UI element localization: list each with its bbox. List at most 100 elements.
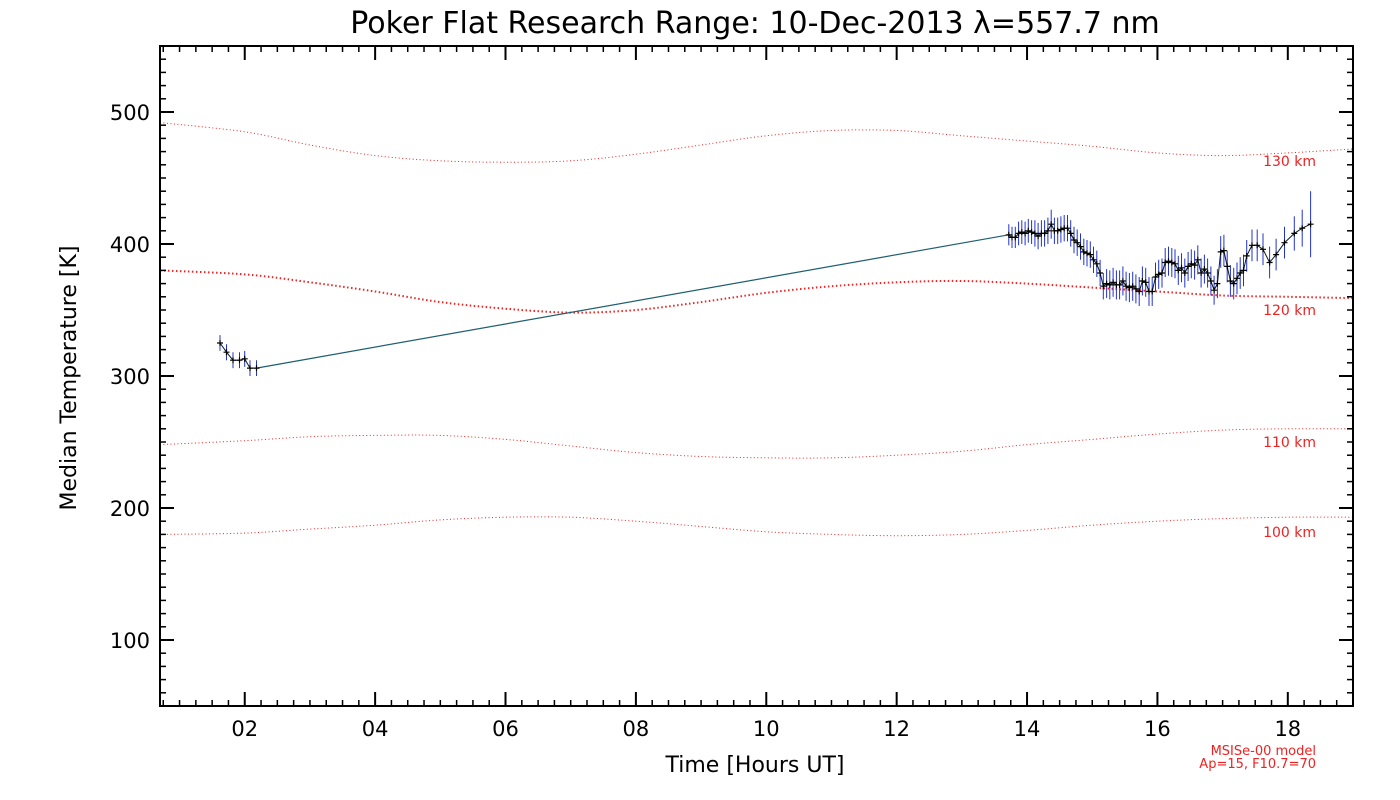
- data-point: [1018, 229, 1025, 236]
- x-tick-label: 06: [492, 717, 519, 741]
- model-curves-layer: 130 km 120 km 110 km 100 km: [159, 122, 1354, 541]
- y-tick-label: 400: [110, 233, 150, 257]
- data-point: [1041, 230, 1048, 237]
- data-point: [1188, 260, 1195, 267]
- data-point: [1044, 227, 1051, 234]
- x-tick-label: 14: [1014, 717, 1041, 741]
- data-point: [1191, 262, 1198, 269]
- model-curve-130-km: [159, 122, 1354, 163]
- data-point: [1273, 251, 1280, 258]
- data-point: [1178, 264, 1185, 271]
- x-tick-label: 16: [1144, 717, 1171, 741]
- temperature-series-line: [219, 223, 1311, 369]
- data-point: [1162, 259, 1169, 266]
- data-point: [1207, 278, 1214, 284]
- data-point: [223, 349, 230, 356]
- data-point: [1077, 243, 1084, 250]
- data-point: [1237, 270, 1244, 276]
- data-point: [1139, 278, 1146, 284]
- data-point: [1116, 281, 1123, 288]
- data-point: [1307, 221, 1314, 228]
- data-point: [236, 357, 243, 364]
- data-point: [1214, 280, 1221, 287]
- data-point: [1119, 278, 1126, 284]
- data-point: [1201, 266, 1208, 273]
- data-point: [1198, 270, 1205, 276]
- data-point: [1175, 267, 1182, 274]
- data-point: [1249, 242, 1255, 249]
- model-label-110-km: 110 km: [1263, 435, 1316, 451]
- data-point: [1194, 256, 1201, 263]
- data-point: [1227, 278, 1234, 284]
- data-gap-connector: [256, 234, 1009, 369]
- x-tick-label: 12: [883, 717, 910, 741]
- data-point: [1281, 239, 1288, 246]
- data-point: [230, 357, 236, 364]
- data-point: [1031, 230, 1038, 237]
- data-point: [1260, 246, 1266, 253]
- data-point: [1220, 247, 1227, 254]
- data-point: [1048, 221, 1055, 228]
- data-point: [1181, 270, 1188, 276]
- data-point: [1106, 281, 1113, 288]
- data-point: [1015, 230, 1022, 237]
- data-point: [1185, 263, 1192, 270]
- data-point: [217, 340, 223, 346]
- data-point: [1005, 231, 1012, 238]
- model-curve-120-km: [159, 269, 1354, 314]
- data-point: [1035, 233, 1042, 240]
- data-point: [1230, 280, 1237, 287]
- model-note-line-2: Ap=15, F10.7=70: [1199, 757, 1316, 772]
- model-label-130-km: 130 km: [1263, 154, 1316, 170]
- data-point: [1084, 250, 1090, 257]
- data-point: [1299, 225, 1306, 232]
- y-axis-label: Median Temperature [K]: [57, 246, 82, 511]
- y-tick-label: 500: [110, 101, 150, 125]
- plot-frame: [159, 45, 1354, 707]
- data-point: [1054, 227, 1061, 234]
- x-tick-label: 08: [623, 717, 650, 741]
- data-point: [1093, 260, 1100, 267]
- data-point: [1090, 256, 1097, 263]
- data-point: [1080, 248, 1087, 255]
- model-curve-110-km: [159, 428, 1354, 459]
- data-point: [253, 365, 260, 372]
- data-point: [1168, 259, 1175, 266]
- data-point: [1211, 287, 1218, 294]
- data-point: [1057, 226, 1064, 233]
- y-tick-label: 100: [110, 629, 150, 653]
- data-point: [1142, 279, 1149, 286]
- data-point: [1159, 270, 1165, 276]
- x-tick-label: 02: [231, 717, 258, 741]
- data-point: [241, 355, 248, 362]
- model-label-120-km: 120 km: [1263, 303, 1316, 319]
- data-point: [1071, 237, 1077, 243]
- data-point: [1224, 263, 1231, 270]
- x-tick-label: 04: [362, 717, 389, 741]
- y-tick-label: 200: [110, 497, 150, 521]
- data-point: [1291, 230, 1298, 237]
- data-point: [1240, 267, 1247, 274]
- data-point: [1217, 248, 1224, 255]
- data-point: [1123, 283, 1130, 290]
- model-note-line-1: MSISe-00 model: [1211, 744, 1316, 759]
- data-point: [1243, 252, 1250, 259]
- data-point: [1149, 288, 1156, 295]
- data-point: [1064, 225, 1071, 232]
- data-point: [1012, 234, 1019, 241]
- data-point: [1025, 227, 1032, 234]
- x-tick-label: 10: [753, 717, 780, 741]
- data-point: [1022, 230, 1029, 237]
- data-point: [1028, 229, 1035, 236]
- model-curve-100-km: [159, 516, 1354, 537]
- y-tick-label: 300: [110, 365, 150, 389]
- axes-layer: 02 04 06 08 10 12 14 16 18 100 200 300 400 500: [110, 45, 1354, 741]
- data-point: [1152, 274, 1159, 280]
- data-point: [1132, 285, 1139, 292]
- data-point: [1165, 258, 1172, 265]
- model-label-100-km: 100 km: [1263, 525, 1316, 541]
- data-point: [1155, 271, 1162, 278]
- data-point: [1087, 251, 1094, 258]
